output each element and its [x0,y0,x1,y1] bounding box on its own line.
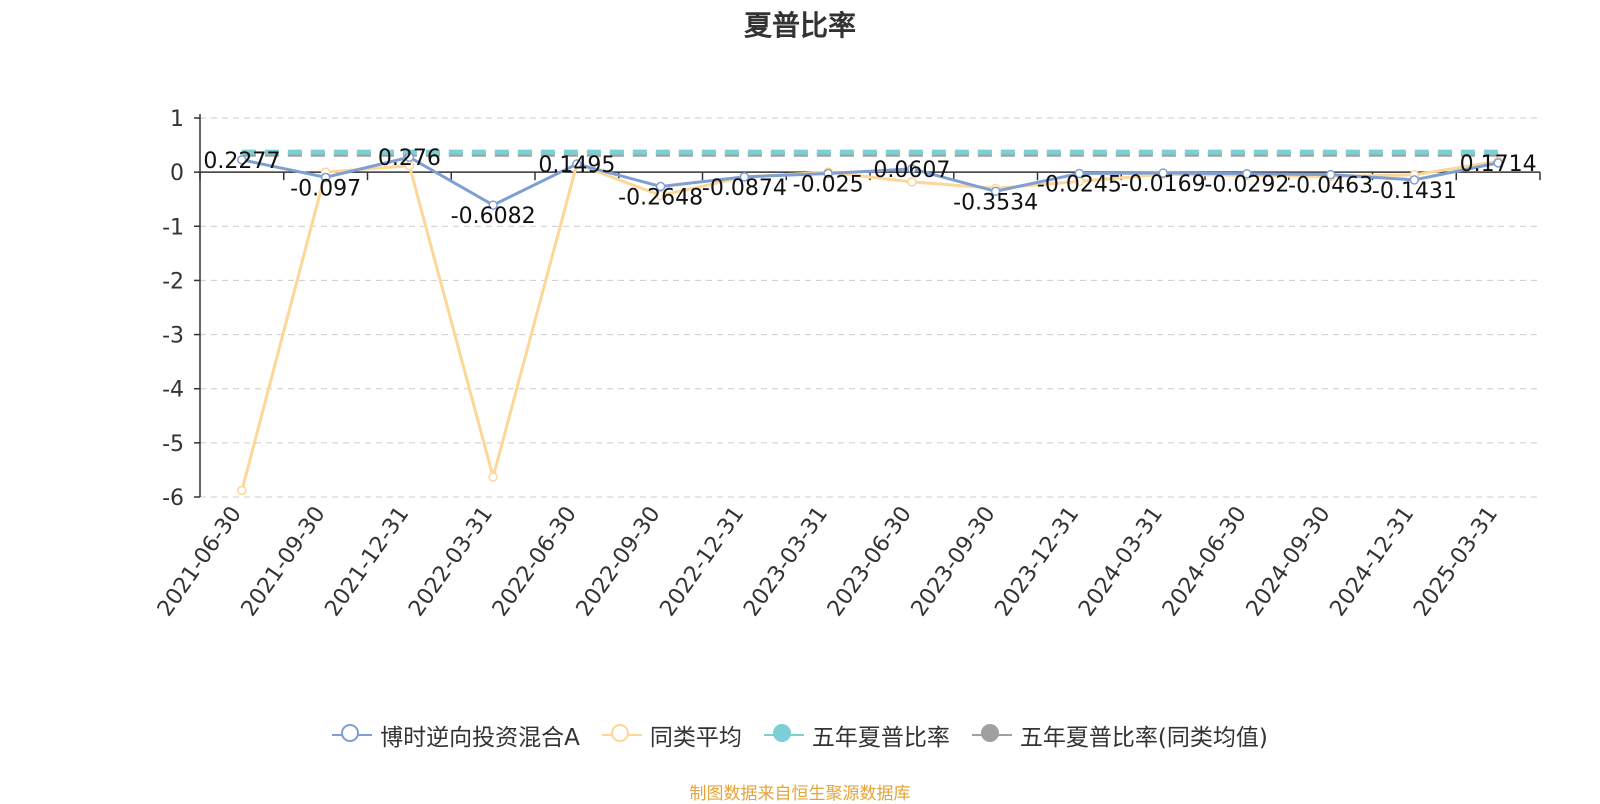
x-tick-label: 2024-12-31 [1325,502,1419,621]
fund-data-label: -0.3534 [953,190,1038,215]
fund-data-label: -0.6082 [451,204,536,229]
fund-point [1325,169,1336,180]
fund-data-label: -0.097 [290,176,361,201]
fund-data-label: -0.0169 [1121,172,1206,197]
fund-data-label: 0.1714 [1460,152,1537,177]
y-tick-label: -4 [162,378,184,403]
chart-legend: 博时逆向投资混合A 同类平均 五年夏普比率 五年夏普比率(同类均值) [0,718,1600,752]
fund-data-label: 0.1495 [538,153,615,178]
y-tick-label: -6 [162,486,184,511]
x-tick-label: 2023-06-30 [823,502,917,621]
category-average-point [237,485,247,496]
legend-label-category-average: 同类平均 [649,725,742,751]
fund-point [320,172,331,183]
y-tick-label: -1 [162,215,184,240]
x-tick-label: 2024-03-31 [1074,502,1168,621]
x-tick-label: 2023-12-31 [990,502,1084,621]
legend-label-five-year-sharpe-category: 五年夏普比率(同类均值) [1019,725,1268,751]
x-tick-label: 2021-09-30 [237,502,331,621]
legend-filled-circle-icon [763,723,804,747]
legend-label-fund: 博时逆向投资混合A [380,725,580,751]
fund-point [655,181,666,192]
category-average-point [488,472,498,482]
fund-point [990,186,1001,197]
fund-data-label: -0.0292 [1204,173,1289,198]
fund-data-label: -0.025 [793,172,864,197]
legend-label-five-year-sharpe: 五年夏普比率 [811,725,950,751]
fund-point [1158,168,1168,178]
x-tick-label: 2022-03-31 [404,502,498,621]
y-tick-label: -5 [162,432,184,457]
fund-point [237,155,247,165]
fund-point [1493,158,1503,168]
x-tick-label: 2024-06-30 [1158,502,1252,621]
legend-filled-circle-icon [971,723,1012,747]
legend-item-fund[interactable]: 博时逆向投资混合A [332,718,580,752]
x-tick-label: 2021-06-30 [153,502,247,621]
y-tick-label: 0 [170,161,184,186]
x-tick-label: 2022-12-31 [655,502,749,621]
legend-item-category-average[interactable]: 同类平均 [601,718,742,752]
y-tick-label: -3 [162,324,184,349]
fund-point [404,152,415,162]
legend-hollow-circle-icon [601,723,642,747]
fund-point [1074,168,1085,179]
category-average-point [907,177,917,187]
fund-data-label: -0.1431 [1372,179,1457,204]
x-tick-label: 2023-09-30 [907,502,1001,621]
legend-hollow-circle-icon [332,723,373,747]
fund-data-label: 0.2277 [203,149,280,174]
fund-point [1409,175,1420,185]
fund-data-label: -0.2648 [618,185,703,210]
fund-data-label: 0.276 [378,146,441,171]
fund-point [488,200,498,210]
x-tick-label: 2021-12-31 [320,502,414,621]
y-tick-label: 1 [170,107,184,132]
category-average-line [240,159,1499,491]
legend-item-five-year-sharpe-category[interactable]: 五年夏普比率(同类均值) [971,718,1268,752]
fund-point [1242,168,1252,179]
x-tick-label: 2022-06-30 [488,502,582,621]
x-tick-label: 2022-09-30 [572,502,666,621]
fund-data-label: -0.0463 [1288,174,1373,199]
fund-point [739,172,750,182]
y-tick-label: -2 [162,269,184,294]
fund-data-label: 0.0607 [873,158,950,183]
fund-data-label: -0.0245 [1037,172,1122,197]
fund-line [241,155,1499,207]
category-average-point [655,190,666,201]
fund-point [572,159,582,169]
fund-point [823,168,833,179]
data-source-note: 制图数据来自恒生聚源数据库 [689,784,911,804]
fund-data-label: -0.0874 [702,176,787,201]
chart-title: 夏普比率 [743,9,856,42]
x-tick-label: 2023-03-31 [739,502,833,621]
legend-item-five-year-sharpe[interactable]: 五年夏普比率 [763,718,950,752]
fund-point [907,164,917,174]
x-tick-label: 2025-03-31 [1409,502,1503,621]
x-tick-label: 2024-09-30 [1242,502,1336,621]
